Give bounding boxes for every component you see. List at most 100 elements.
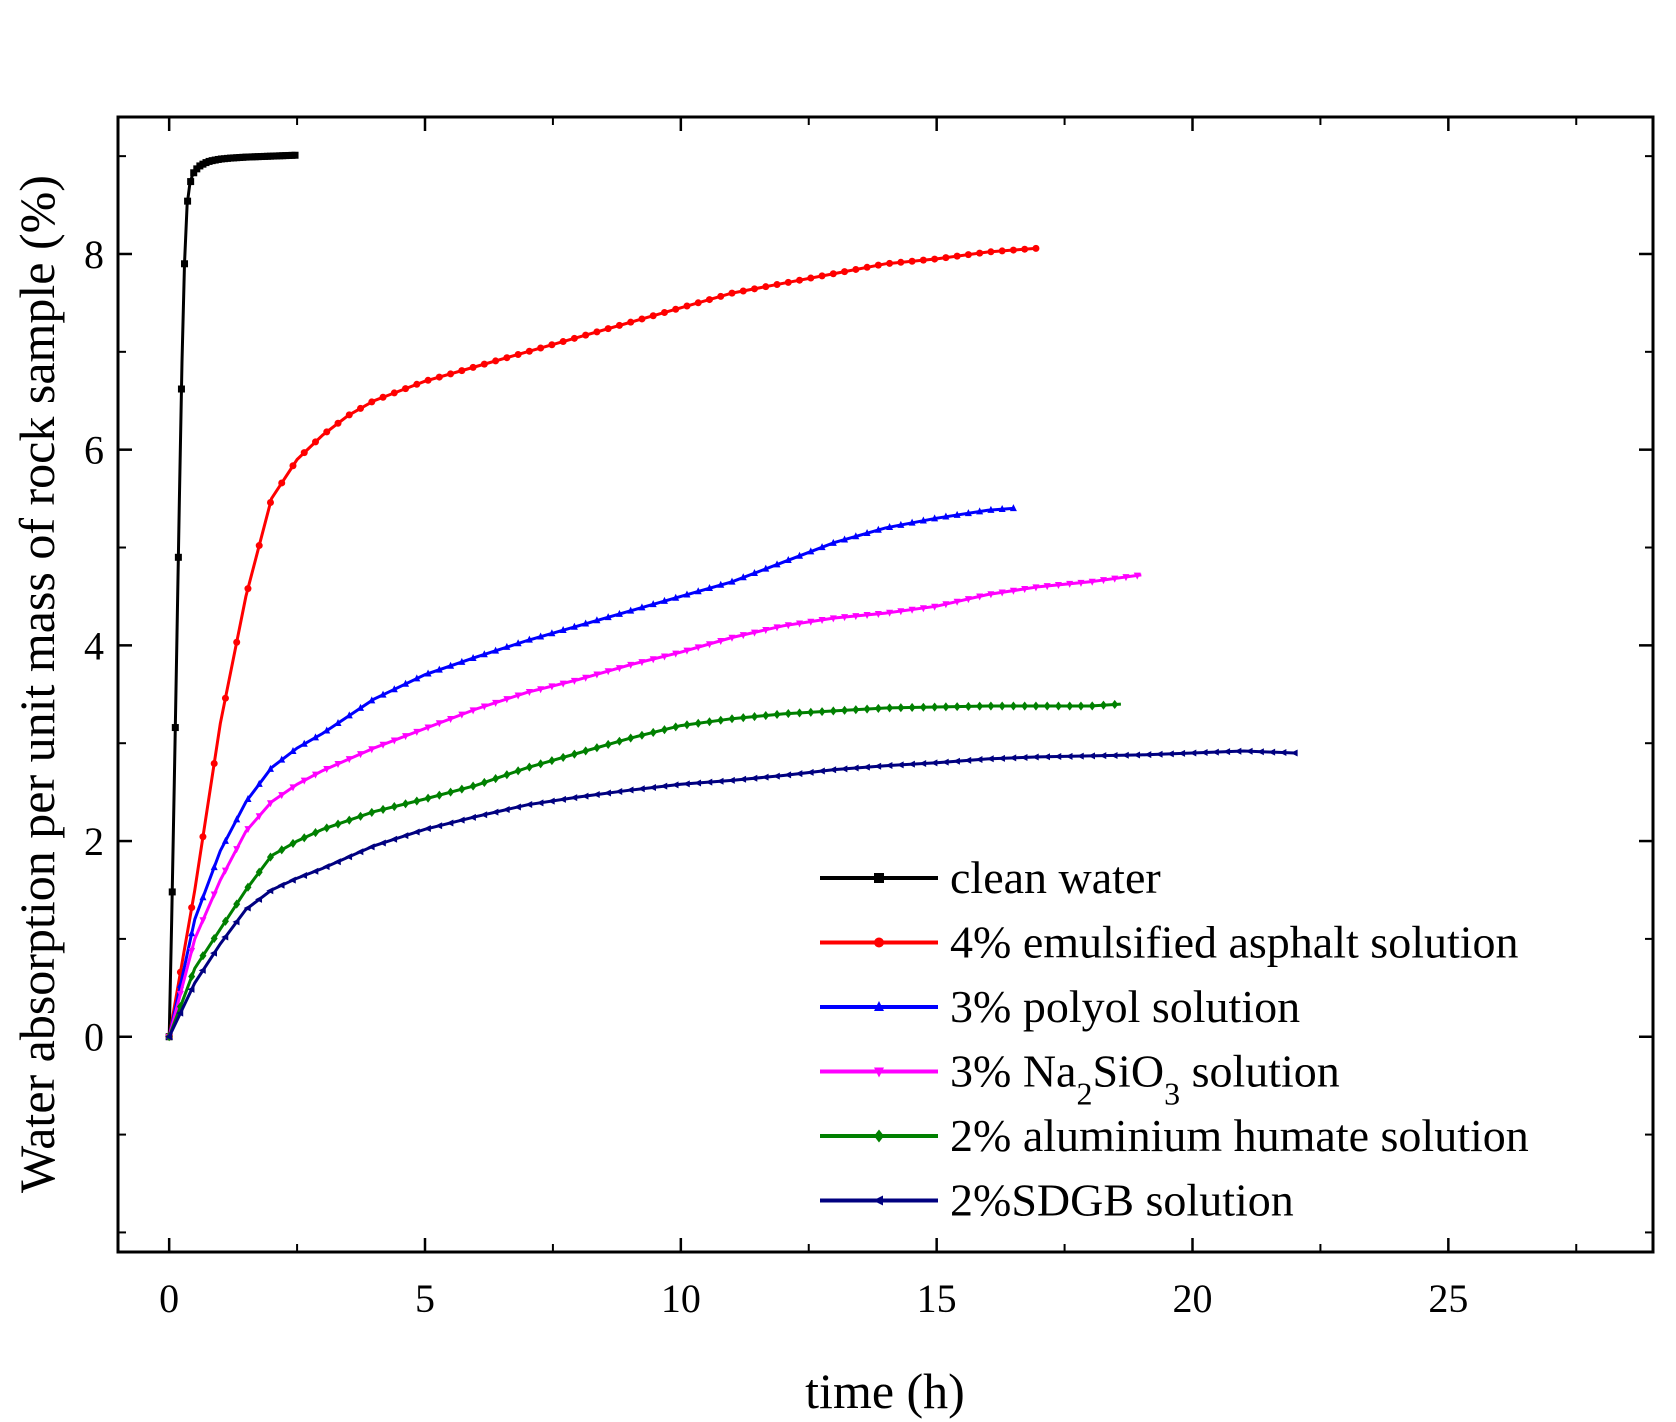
- data-point: [807, 618, 815, 626]
- data-point: [435, 665, 443, 673]
- data-point: [435, 373, 443, 381]
- data-point: [1133, 572, 1141, 580]
- data-point: [919, 605, 927, 613]
- data-point: [1076, 752, 1084, 760]
- data-point: [1077, 579, 1085, 587]
- series-1: [165, 244, 1040, 1041]
- data-point: [559, 625, 567, 633]
- x-tick-label: 25: [1428, 1276, 1468, 1321]
- data-point: [638, 659, 646, 667]
- data-point: [1043, 583, 1051, 591]
- data-point: [181, 260, 189, 268]
- data-point: [255, 867, 263, 877]
- x-tick-label: 5: [415, 1276, 435, 1321]
- data-point: [739, 632, 747, 640]
- data-point: [379, 393, 387, 401]
- data-point: [1009, 504, 1017, 512]
- data-point: [942, 512, 950, 520]
- data-point: [806, 768, 814, 776]
- data-point: [671, 781, 679, 789]
- data-point: [1054, 701, 1062, 711]
- data-point: [739, 573, 747, 581]
- data-point: [255, 895, 263, 903]
- data-point: [221, 694, 229, 702]
- data-point: [908, 518, 916, 526]
- data-point: [458, 367, 466, 375]
- data-point: [851, 764, 859, 772]
- data-point: [413, 728, 421, 736]
- data-point: [1211, 748, 1219, 756]
- data-point: [660, 596, 668, 604]
- data-point: [638, 315, 646, 323]
- data-point: [368, 696, 376, 704]
- data-point: [705, 641, 713, 649]
- data-point: [953, 510, 961, 518]
- data-point: [176, 1009, 184, 1017]
- data-point: [581, 792, 589, 800]
- data-point: [1054, 753, 1062, 761]
- data-point: [751, 712, 759, 722]
- data-point: [761, 773, 769, 781]
- data-point: [672, 593, 680, 601]
- data-point: [762, 564, 770, 572]
- axis-ticks: [118, 117, 1653, 1252]
- data-point: [323, 428, 331, 436]
- data-point: [513, 803, 521, 811]
- data-point: [469, 653, 477, 661]
- data-point: [177, 385, 185, 393]
- data-point: [447, 661, 455, 669]
- data-point: [863, 612, 871, 620]
- data-point: [1077, 701, 1085, 711]
- data-point: [964, 596, 972, 604]
- data-point: [592, 791, 600, 799]
- data-point: [525, 347, 533, 355]
- data-point: [323, 726, 331, 734]
- data-point: [874, 261, 882, 269]
- data-point: [390, 802, 398, 812]
- data-point: [184, 197, 192, 205]
- data-point: [604, 739, 612, 750]
- data-point: [705, 717, 713, 727]
- data-point: [514, 692, 522, 700]
- data-point: [751, 629, 759, 637]
- data-point: [874, 525, 882, 533]
- legend-label-part: 4% emulsified asphalt solution: [950, 917, 1519, 968]
- data-point: [1189, 749, 1197, 757]
- data-point: [199, 951, 207, 961]
- data-point: [818, 272, 826, 280]
- data-point: [537, 344, 545, 352]
- data-point: [604, 668, 612, 676]
- data-point: [773, 709, 781, 719]
- data-point: [852, 532, 860, 540]
- data-point: [987, 248, 995, 256]
- data-point: [547, 797, 555, 805]
- data-point: [649, 656, 657, 664]
- data-point: [717, 715, 725, 725]
- data-point: [345, 756, 353, 764]
- data-point: [615, 609, 623, 617]
- data-point: [807, 547, 815, 555]
- legend-label-subscript: 3: [1164, 1076, 1180, 1112]
- data-point: [841, 535, 849, 543]
- data-point: [762, 626, 770, 634]
- legend: clean water 4% emulsified asphalt solutio…: [820, 852, 1529, 1226]
- data-point: [863, 263, 871, 271]
- data-point: [446, 819, 454, 827]
- data-point: [627, 606, 635, 614]
- data-point: [188, 971, 196, 982]
- data-point: [312, 438, 320, 446]
- data-point: [1009, 587, 1017, 595]
- data-point: [570, 749, 578, 759]
- legend-swatch-marker: [874, 1067, 884, 1078]
- data-point: [1009, 754, 1017, 762]
- legend-swatch-marker: [874, 873, 884, 883]
- data-point: [863, 529, 871, 537]
- data-point: [705, 584, 713, 592]
- data-point: [390, 685, 398, 693]
- data-point: [841, 268, 849, 276]
- data-point: [345, 411, 353, 419]
- data-point: [964, 509, 972, 517]
- data-point: [593, 743, 601, 753]
- data-point: [244, 794, 252, 802]
- data-point: [886, 703, 894, 713]
